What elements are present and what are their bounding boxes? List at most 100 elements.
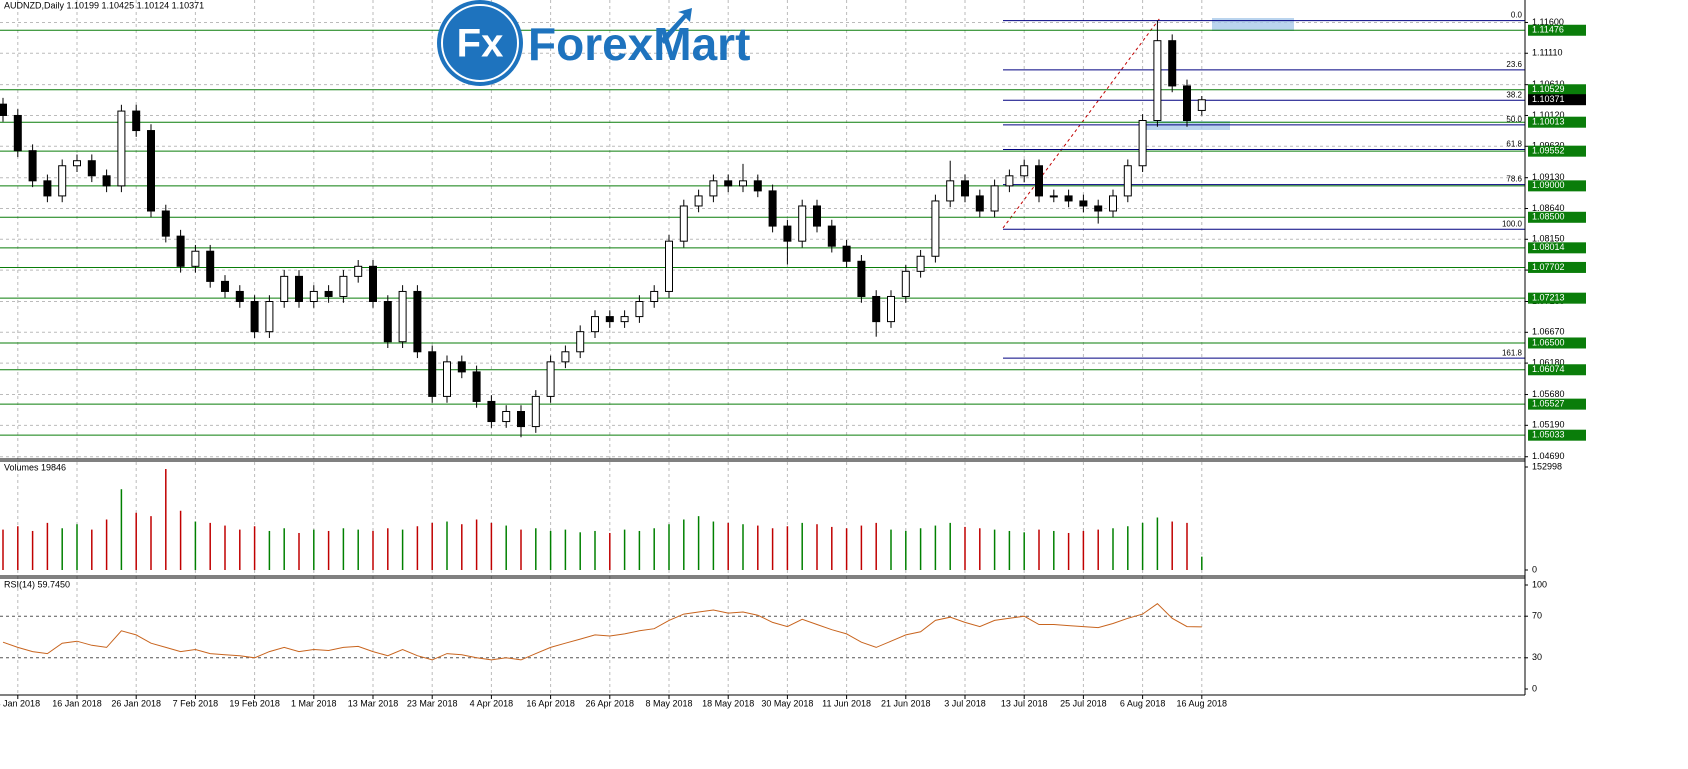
candle-body — [546, 361, 555, 397]
candle-body — [102, 175, 111, 187]
fib-label: 50.0 — [1506, 115, 1522, 124]
volume-tick-label: 0 — [1532, 564, 1537, 574]
level-label: 1.10013 — [1532, 117, 1565, 127]
y-tick-label: 1.09630 — [1532, 141, 1565, 151]
rsi-tick-label: 30 — [1532, 652, 1542, 662]
candle-body — [798, 205, 807, 242]
level-label: 1.06500 — [1532, 337, 1565, 347]
rsi-tick-label: 100 — [1532, 579, 1547, 589]
candle-body — [709, 180, 718, 197]
chart-title: AUDNZD,Daily 1.10199 1.10425 1.10124 1.1… — [4, 0, 204, 10]
candle-body — [413, 290, 422, 353]
y-tick-label: 1.04690 — [1532, 451, 1565, 461]
candle-body — [1123, 165, 1132, 197]
candle-body — [635, 301, 644, 318]
x-tick-label: 16 Apr 2018 — [526, 698, 575, 708]
candle-body — [191, 250, 200, 267]
x-tick-label: 3 Jul 2018 — [944, 698, 986, 708]
level-label-bg — [1528, 116, 1586, 128]
rsi-tick-label: 70 — [1532, 611, 1542, 621]
level-label-bg — [1528, 261, 1586, 273]
candle-body — [428, 351, 437, 397]
level-label: 1.06074 — [1532, 364, 1565, 374]
candle-body — [1153, 40, 1162, 121]
level-label-bg — [1528, 84, 1586, 96]
x-tick-label: 16 Aug 2018 — [1177, 698, 1228, 708]
candle-body — [975, 195, 984, 212]
fib-trendline — [1002, 17, 1161, 229]
candle-body — [1197, 99, 1206, 111]
fib-label: 161.8 — [1502, 348, 1523, 357]
candle-body — [369, 265, 377, 303]
y-tick-label: 1.05680 — [1532, 389, 1565, 399]
candle-body — [265, 301, 274, 333]
level-label-bg — [1528, 337, 1586, 349]
volume-label: Volumes 19846 — [4, 462, 66, 472]
candle-body — [827, 225, 836, 247]
level-label: 1.05527 — [1532, 399, 1565, 409]
candle-body — [117, 110, 126, 187]
candle-body — [28, 150, 37, 182]
level-label: 1.11476 — [1532, 25, 1564, 35]
current-price-bg — [1528, 94, 1586, 106]
candle-body — [783, 225, 792, 242]
x-tick-label: 11 Jun 2018 — [822, 698, 871, 708]
candle-body — [250, 301, 259, 333]
level-label-bg — [1528, 24, 1586, 36]
candle-body — [576, 331, 585, 353]
x-tick-label: 21 Jun 2018 — [881, 698, 931, 708]
y-tick-label: 1.11600 — [1532, 17, 1564, 27]
candle-body — [280, 275, 289, 303]
candle-body — [339, 275, 348, 297]
candle-body — [147, 130, 155, 212]
candle-body — [813, 205, 821, 227]
candle-body — [0, 103, 7, 116]
candle-body — [206, 250, 215, 282]
fib-label: 61.8 — [1506, 140, 1522, 149]
x-tick-label: 19 Feb 2018 — [229, 698, 280, 708]
x-tick-label: 8 May 2018 — [645, 698, 692, 708]
x-tick-label: 13 Jul 2018 — [1001, 698, 1048, 708]
candle-body — [990, 185, 999, 212]
candle-body — [887, 295, 895, 323]
y-tick-label: 1.08150 — [1532, 234, 1565, 244]
candle-body — [221, 280, 229, 292]
y-tick-label: 1.10610 — [1532, 79, 1565, 89]
candle-body — [58, 165, 67, 197]
candle-body — [753, 180, 762, 192]
plot — [0, 20, 1525, 661]
fib-zone — [1142, 121, 1230, 130]
candle-body — [1079, 200, 1088, 207]
candle-body — [383, 301, 392, 343]
level-label: 1.10529 — [1532, 84, 1565, 94]
candle-body — [457, 361, 466, 373]
x-tick-label: 4 Apr 2018 — [470, 698, 514, 708]
x-tick-label: 7 Feb 2018 — [173, 698, 219, 708]
candle-body — [739, 180, 747, 187]
candle-body — [1035, 165, 1043, 197]
rsi-line — [2, 603, 1202, 661]
x-tick-label: 6 Aug 2018 — [1120, 698, 1166, 708]
candle-body — [1168, 40, 1177, 87]
y-tick-label: 1.11110 — [1532, 48, 1563, 58]
x-tick-label: 18 May 2018 — [702, 698, 754, 708]
level-label: 1.07213 — [1532, 293, 1565, 303]
logo-arrow — [660, 8, 692, 44]
x-tick-label: 25 Jul 2018 — [1060, 698, 1107, 708]
y-tick-label: 1.09130 — [1532, 172, 1565, 182]
fib-label: 100.0 — [1502, 219, 1523, 228]
candle-body — [1005, 175, 1014, 187]
x-tick-label: 23 Mar 2018 — [407, 698, 458, 708]
candle-body — [354, 265, 363, 277]
y-tick-label: 1.10120 — [1532, 110, 1565, 120]
candle-body — [842, 245, 851, 262]
logo-circle — [437, 0, 523, 86]
volume-tick-label: 152998 — [1532, 461, 1562, 471]
candle-body — [87, 160, 96, 177]
candle-body — [901, 270, 910, 297]
fib-label: 23.6 — [1506, 60, 1522, 69]
candle-body — [679, 205, 688, 242]
y-tick-label: 1.08640 — [1532, 203, 1565, 213]
x-tick-label: 4 Jan 2018 — [0, 698, 40, 708]
